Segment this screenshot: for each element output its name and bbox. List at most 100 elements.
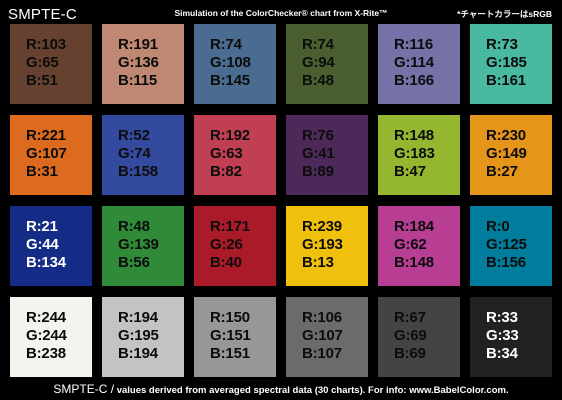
color-swatch: R:21 G:44 B:134	[10, 206, 92, 286]
color-swatch: R:194 G:195 B:194	[102, 297, 184, 377]
color-swatch: R:33 G:33 B:34	[470, 297, 552, 377]
chart-title-left: SMPTE-C	[8, 6, 77, 23]
swatch-value-b: B:134	[26, 254, 66, 271]
color-swatch: R:52 G:74 B:158	[102, 115, 184, 195]
color-swatch: R:221 G:107 B:31	[10, 115, 92, 195]
color-swatch: R:67 G:69 B:69	[378, 297, 460, 377]
color-swatch: R:106 G:107 B:107	[286, 297, 368, 377]
swatch-value-b: B:145	[210, 72, 250, 89]
color-swatch: R:191 G:136 B:115	[102, 24, 184, 104]
swatch-value-r: R:103	[26, 36, 66, 53]
color-swatch: R:148 G:183 B:47	[378, 115, 460, 195]
color-swatch-grid: R:103 G:65 B:51 R:191 G:136 B:115 R:74 G:108 B:1…	[10, 24, 552, 377]
swatch-value-g: G:185	[486, 54, 527, 71]
swatch-value-r: R:67	[394, 309, 426, 326]
swatch-value-r: R:184	[394, 218, 434, 235]
swatch-value-r: R:150	[210, 309, 250, 326]
swatch-value-b: B:13	[302, 254, 334, 271]
swatch-value-b: B:148	[394, 254, 434, 271]
color-swatch: R:184 G:62 B:148	[378, 206, 460, 286]
color-swatch: R:74 G:108 B:145	[194, 24, 276, 104]
swatch-value-r: R:244	[26, 309, 66, 326]
color-swatch: R:171 G:26 B:40	[194, 206, 276, 286]
color-swatch: R:76 G:41 B:89	[286, 115, 368, 195]
color-swatch: R:239 G:193 B:13	[286, 206, 368, 286]
swatch-value-b: B:194	[118, 345, 158, 362]
swatch-value-g: G:41	[302, 145, 335, 162]
chart-note-right: *チャートカラーはsRGB	[457, 9, 552, 19]
swatch-value-b: B:107	[302, 345, 342, 362]
swatch-value-g: G:33	[486, 327, 519, 344]
swatch-value-g: G:62	[394, 236, 427, 253]
swatch-value-b: B:51	[26, 72, 58, 89]
swatch-value-b: B:158	[118, 163, 158, 180]
swatch-value-g: G:151	[210, 327, 251, 344]
swatch-value-r: R:116	[394, 36, 434, 53]
swatch-value-g: G:136	[118, 54, 159, 71]
swatch-value-b: B:31	[26, 163, 58, 180]
swatch-value-g: G:94	[302, 54, 335, 71]
swatch-value-g: G:65	[26, 54, 59, 71]
color-swatch: R:230 G:149 B:27	[470, 115, 552, 195]
swatch-value-b: B:151	[210, 345, 250, 362]
color-swatch: R:0 G:125 B:156	[470, 206, 552, 286]
swatch-value-r: R:192	[210, 127, 250, 144]
swatch-value-g: G:63	[210, 145, 243, 162]
swatch-value-r: R:76	[302, 127, 334, 144]
swatch-value-r: R:74	[210, 36, 242, 53]
swatch-value-b: B:156	[486, 254, 526, 271]
swatch-value-b: B:82	[210, 163, 242, 180]
chart-title-center: Simulation of the ColorChecker® chart fr…	[174, 8, 388, 18]
swatch-value-b: B:238	[26, 345, 66, 362]
swatch-value-b: B:40	[210, 254, 242, 271]
color-swatch: R:103 G:65 B:51	[10, 24, 92, 104]
swatch-value-b: B:69	[394, 345, 426, 362]
swatch-value-r: R:21	[26, 218, 58, 235]
swatch-value-g: G:244	[26, 327, 67, 344]
swatch-value-r: R:191	[118, 36, 158, 53]
swatch-value-g: G:195	[118, 327, 159, 344]
color-swatch: R:73 G:185 B:161	[470, 24, 552, 104]
swatch-value-r: R:33	[486, 309, 518, 326]
swatch-value-b: B:56	[118, 254, 150, 271]
swatch-value-r: R:230	[486, 127, 526, 144]
swatch-value-g: G:107	[302, 327, 343, 344]
swatch-value-b: B:115	[118, 72, 158, 89]
swatch-value-b: B:34	[486, 345, 518, 362]
color-swatch: R:192 G:63 B:82	[194, 115, 276, 195]
swatch-value-g: G:69	[394, 327, 427, 344]
swatch-value-r: R:148	[394, 127, 434, 144]
swatch-value-r: R:48	[118, 218, 150, 235]
swatch-value-r: R:171	[210, 218, 250, 235]
swatch-value-g: G:107	[26, 145, 67, 162]
swatch-value-b: B:89	[302, 163, 334, 180]
color-swatch: R:244 G:244 B:238	[10, 297, 92, 377]
swatch-value-b: B:27	[486, 163, 518, 180]
swatch-value-r: R:0	[486, 218, 510, 235]
swatch-value-r: R:239	[302, 218, 342, 235]
swatch-value-g: G:139	[118, 236, 159, 253]
swatch-value-b: B:161	[486, 72, 526, 89]
swatch-value-r: R:74	[302, 36, 334, 53]
swatch-value-r: R:221	[26, 127, 66, 144]
color-swatch: R:116 G:114 B:166	[378, 24, 460, 104]
swatch-value-b: B:166	[394, 72, 434, 89]
swatch-value-r: R:194	[118, 309, 158, 326]
swatch-value-g: G:183	[394, 145, 435, 162]
swatch-value-r: R:73	[486, 36, 518, 53]
swatch-value-g: G:193	[302, 236, 343, 253]
color-swatch: R:74 G:94 B:48	[286, 24, 368, 104]
swatch-value-g: G:114	[394, 54, 434, 71]
swatch-value-g: G:149	[486, 145, 527, 162]
footer-text: values derived from averaged spectral da…	[114, 385, 509, 396]
swatch-value-g: G:26	[210, 236, 243, 253]
color-swatch: R:48 G:139 B:56	[102, 206, 184, 286]
swatch-value-r: R:52	[118, 127, 150, 144]
swatch-value-g: G:125	[486, 236, 527, 253]
color-swatch: R:150 G:151 B:151	[194, 297, 276, 377]
footer-prefix: SMPTE-C /	[53, 382, 115, 396]
swatch-value-g: G:44	[26, 236, 59, 253]
swatch-value-r: R:106	[302, 309, 342, 326]
swatch-value-g: G:108	[210, 54, 251, 71]
swatch-value-b: B:48	[302, 72, 334, 89]
